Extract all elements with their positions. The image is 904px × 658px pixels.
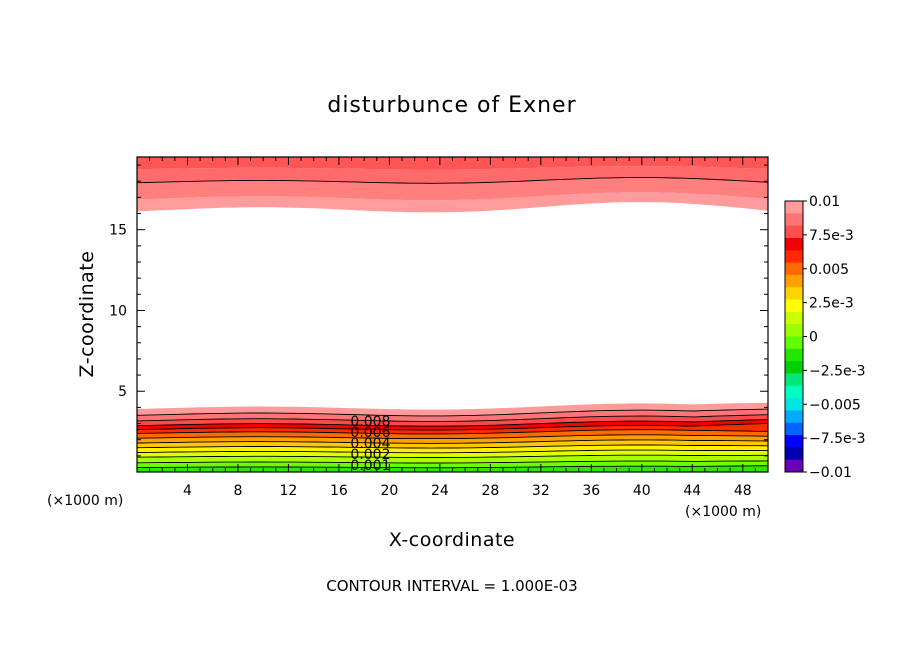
colorbar-swatch bbox=[785, 361, 803, 374]
colorbar-swatch bbox=[785, 422, 803, 436]
contour-lines bbox=[136, 177, 769, 469]
contour-band-top bbox=[137, 177, 768, 201]
colorbar-swatch bbox=[785, 373, 803, 387]
contour-band-bottom bbox=[137, 414, 768, 427]
x-tick-label: 20 bbox=[380, 483, 398, 499]
x-tick-label: 24 bbox=[431, 483, 449, 499]
contour-label: 0.001 bbox=[350, 458, 390, 474]
x-tick-label: 32 bbox=[532, 483, 550, 499]
x-axis: 4 8 12 16 20 24 28 32 36 40 44 48 bbox=[149, 157, 756, 499]
contour-line-bottom bbox=[136, 449, 769, 454]
contour-line-top bbox=[136, 177, 769, 184]
contour-line-bottom bbox=[136, 454, 768, 458]
colorbar-label: 0.01 bbox=[809, 194, 840, 210]
y-tick-label: 15 bbox=[109, 223, 127, 239]
colorbar-label: 0.005 bbox=[809, 262, 849, 278]
x-tick-label: 48 bbox=[734, 483, 752, 499]
colorbar-label: −0.005 bbox=[809, 397, 861, 413]
x-tick-label: 4 bbox=[183, 483, 192, 499]
y-axis: 5 10 15 bbox=[109, 164, 768, 457]
contour-band-bottom bbox=[137, 419, 768, 430]
x-tick-label: 36 bbox=[582, 483, 600, 499]
chart-title: disturbunce of Exner bbox=[327, 93, 576, 118]
contour-label: 0.008 bbox=[350, 414, 390, 430]
x-unit-label-left: (×1000 m) bbox=[47, 493, 123, 509]
contour-line-bottom bbox=[136, 422, 769, 431]
contour-fills bbox=[137, 157, 768, 472]
colorbar-swatch bbox=[785, 447, 803, 461]
y-tick-label: 5 bbox=[118, 384, 127, 400]
colorbar: 0.01 7.5e-3 0.005 2.5e-3 0 −2.5e-3 −0.005 −7.5e… bbox=[784, 194, 866, 481]
x-tick-label: 16 bbox=[330, 483, 348, 499]
x-tick-label: 12 bbox=[280, 483, 298, 499]
colorbar-label: −2.5e-3 bbox=[809, 363, 866, 379]
contour-band-top bbox=[137, 157, 768, 170]
contour-line-bottom bbox=[136, 414, 769, 422]
colorbar-swatch bbox=[785, 287, 803, 301]
colorbar-swatch bbox=[785, 262, 803, 276]
colorbar-swatch bbox=[785, 398, 803, 411]
x-tick-label: 40 bbox=[633, 483, 651, 499]
colorbar-swatch bbox=[785, 274, 803, 288]
contour-line-bottom bbox=[137, 465, 769, 469]
contour-label: 0.002 bbox=[350, 447, 390, 463]
colorbar-swatch bbox=[785, 324, 803, 337]
contour-interval-note: CONTOUR INTERVAL = 1.000E-03 bbox=[326, 577, 577, 595]
x-unit-label-right: (×1000 m) bbox=[685, 504, 761, 520]
contour-label: 0.006 bbox=[350, 425, 390, 441]
y-axis-title: Z-coordinate bbox=[76, 251, 98, 378]
colorbar-label: 0 bbox=[809, 330, 818, 346]
colorbar-swatch bbox=[785, 237, 803, 251]
contour-line-bottom bbox=[136, 439, 769, 444]
colorbar-swatch bbox=[785, 311, 803, 325]
colorbar-swatch bbox=[785, 213, 803, 227]
contour-line-bottom bbox=[136, 444, 769, 449]
x-tick-label: 28 bbox=[481, 483, 499, 499]
contour-band-top bbox=[137, 166, 768, 184]
contour-band-bottom bbox=[137, 409, 768, 422]
contour-line-bottom bbox=[136, 408, 769, 417]
contour-line-bottom bbox=[136, 429, 769, 435]
contour-label: 0.004 bbox=[350, 436, 390, 452]
x-axis-title: X-coordinate bbox=[389, 529, 515, 551]
colorbar-swatch bbox=[785, 348, 803, 362]
colorbar-swatch bbox=[785, 385, 803, 399]
contour-band-bottom bbox=[137, 402, 768, 416]
x-tick-label: 8 bbox=[233, 483, 242, 499]
colorbar-swatch bbox=[785, 225, 803, 239]
y-tick-label: 10 bbox=[109, 303, 127, 319]
colorbar-label: −7.5e-3 bbox=[809, 431, 866, 447]
contour-line-bottom bbox=[136, 460, 769, 464]
colorbar-swatch bbox=[785, 201, 803, 214]
colorbar-label: 2.5e-3 bbox=[809, 296, 854, 312]
colorbar-swatch bbox=[785, 459, 803, 473]
contour-line-bottom bbox=[136, 418, 769, 427]
x-tick-label: 44 bbox=[683, 483, 701, 499]
colorbar-swatch bbox=[785, 299, 803, 313]
contour-line-bottom bbox=[136, 434, 769, 440]
colorbar-swatch bbox=[785, 250, 803, 264]
colorbar-swatch bbox=[785, 336, 803, 350]
colorbar-label: 7.5e-3 bbox=[809, 228, 854, 244]
colorbar-swatch bbox=[785, 435, 803, 448]
colorbar-label: −0.01 bbox=[809, 465, 852, 481]
contour-band-top bbox=[137, 192, 768, 213]
colorbar-swatch bbox=[785, 410, 803, 424]
